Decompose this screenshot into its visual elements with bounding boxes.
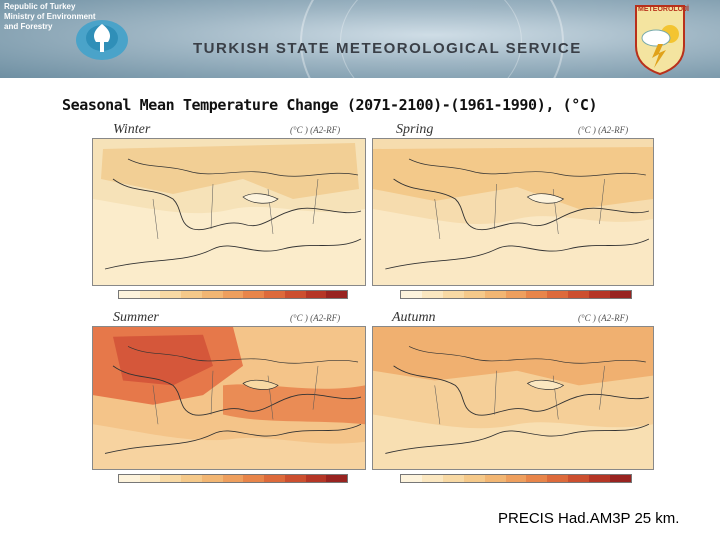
- unit-label: (°C ) (A2-RF): [578, 125, 629, 135]
- colorbar-swatch: [401, 475, 422, 482]
- colorbar-swatch: [568, 475, 590, 482]
- model-footnote: PRECIS Had.AM3P 25 km.: [498, 510, 680, 527]
- compass-decoration: [300, 0, 564, 78]
- colorbar-swatch: [610, 475, 631, 482]
- colorbar-swatch: [181, 475, 202, 482]
- colorbar-swatch: [463, 475, 485, 482]
- colorbar-swatch: [589, 475, 611, 482]
- colorbar-swatch: [201, 291, 223, 298]
- ministry-line: Republic of Turkey: [4, 2, 76, 11]
- season-label: Winter: [113, 122, 151, 137]
- colorbar-swatch: [305, 291, 327, 298]
- colorbar-swatch: [201, 475, 223, 482]
- colorbar-swatch: [326, 291, 348, 298]
- colorbar-swatch: [421, 291, 443, 298]
- colorbar-swatch: [160, 475, 182, 482]
- colorbar-swatch: [568, 291, 590, 298]
- colorbar-swatch: [610, 291, 631, 298]
- colorbar-swatch: [284, 291, 306, 298]
- colorbar-summer: [118, 474, 348, 483]
- season-label: Spring: [396, 122, 434, 137]
- colorbar-swatch: [589, 291, 611, 298]
- colorbar-swatch: [401, 291, 422, 298]
- colorbar-swatch: [139, 291, 161, 298]
- colorbar-swatch: [526, 291, 548, 298]
- colorbar-swatch: [264, 291, 285, 298]
- colorbar-winter: [118, 290, 348, 299]
- season-label: Summer: [113, 310, 159, 325]
- colorbar-swatch: [305, 475, 327, 482]
- temperature-map: [372, 326, 654, 470]
- colorbar-swatch: [526, 475, 548, 482]
- colorbar-swatch: [160, 291, 182, 298]
- colorbar-swatch: [421, 475, 443, 482]
- colorbar-swatch: [119, 475, 140, 482]
- colorbar-spring: [400, 290, 632, 299]
- temperature-map: [92, 138, 366, 286]
- meteorology-logo-label: METEOROLOJİ: [638, 6, 689, 13]
- unit-label: (°C ) (A2-RF): [290, 125, 341, 135]
- colorbar-swatch: [222, 291, 244, 298]
- colorbar-swatch: [505, 291, 527, 298]
- unit-label: (°C ) (A2-RF): [290, 313, 341, 323]
- colorbar-swatch: [442, 475, 464, 482]
- colorbar-swatch: [484, 475, 506, 482]
- season-label: Autumn: [392, 310, 436, 325]
- meteorology-logo-icon: [635, 5, 685, 76]
- colorbar-swatch: [463, 291, 485, 298]
- colorbar-swatch: [547, 475, 569, 482]
- colorbar-swatch: [284, 475, 306, 482]
- colorbar-swatch: [547, 291, 569, 298]
- colorbar-swatch: [243, 291, 265, 298]
- ministry-tree-logo-icon: [76, 20, 128, 60]
- colorbar-swatch: [119, 291, 140, 298]
- colorbar-swatch: [505, 475, 527, 482]
- ministry-text: Republic of Turkey Ministry of Environme…: [4, 2, 96, 32]
- ministry-line: and Forestry: [4, 22, 53, 31]
- colorbar-swatch: [243, 475, 265, 482]
- colorbar-swatch: [442, 291, 464, 298]
- colorbar-autumn: [400, 474, 632, 483]
- colorbar-swatch: [484, 291, 506, 298]
- colorbar-swatch: [139, 475, 161, 482]
- compass-decoration-inner: [340, 0, 522, 78]
- header-banner: Republic of Turkey Ministry of Environme…: [0, 0, 720, 78]
- temperature-map: [372, 138, 654, 286]
- unit-label: (°C ) (A2-RF): [578, 313, 629, 323]
- colorbar-swatch: [326, 475, 348, 482]
- colorbar-swatch: [222, 475, 244, 482]
- colorbar-swatch: [264, 475, 285, 482]
- banner-title: TURKISH STATE METEOROLOGICAL SERVICE: [193, 40, 582, 57]
- temperature-map: [92, 326, 366, 470]
- page-title: Seasonal Mean Temperature Change (2071-2…: [62, 96, 598, 114]
- colorbar-swatch: [181, 291, 202, 298]
- ministry-line: Ministry of Environment: [4, 12, 96, 21]
